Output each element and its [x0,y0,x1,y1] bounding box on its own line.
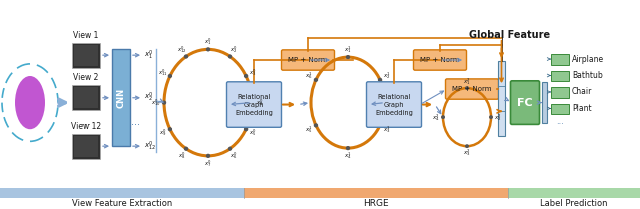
FancyBboxPatch shape [282,50,335,70]
Bar [0,188,244,198]
Circle shape [184,54,188,59]
Circle shape [378,123,382,127]
Text: ...: ... [81,117,92,127]
Circle shape [244,127,248,131]
Circle shape [228,147,232,151]
Circle shape [244,74,248,78]
Circle shape [346,146,350,150]
Text: $x^0_1$: $x^0_1$ [144,48,154,62]
Text: $x^0_{12}$: $x^0_{12}$ [177,44,187,55]
Text: $x^0_7$: $x^0_7$ [204,158,212,169]
Text: Airplane: Airplane [572,55,604,64]
Text: $x^1_3$: $x^1_3$ [383,124,391,135]
Circle shape [250,101,254,105]
Bar [551,54,569,65]
Circle shape [206,47,210,51]
Text: $x^2_4$: $x^2_4$ [432,112,440,122]
Circle shape [168,127,172,131]
Circle shape [314,123,318,127]
Circle shape [441,115,445,119]
Text: $x^0_9$: $x^0_9$ [159,128,167,139]
Text: $x^0_{12}$: $x^0_{12}$ [144,140,156,153]
Text: Global Feature: Global Feature [469,30,550,40]
Circle shape [346,55,350,59]
Bar [508,188,640,198]
Bar [498,61,505,136]
Circle shape [465,144,469,148]
Text: View 12: View 12 [71,122,101,131]
Text: $x^1_1$: $x^1_1$ [344,44,352,55]
Bar [74,135,98,157]
Bar [551,71,569,81]
Text: $x^1_2$: $x^1_2$ [383,71,391,81]
FancyBboxPatch shape [367,82,422,127]
Text: HRGE: HRGE [363,199,389,208]
Circle shape [314,78,318,82]
Text: CNN: CNN [116,88,125,108]
FancyBboxPatch shape [445,79,499,99]
Text: Relational
Graph
Embedding: Relational Graph Embedding [375,94,413,116]
Circle shape [206,154,210,158]
Text: View 1: View 1 [74,31,99,40]
Text: View 2: View 2 [74,73,99,82]
Circle shape [465,86,469,90]
Circle shape [378,78,382,82]
Bar [72,134,100,159]
Bar [551,87,569,98]
Circle shape [228,54,232,59]
Circle shape [168,74,172,78]
Bar [74,87,98,108]
Text: $x^0_8$: $x^0_8$ [178,150,186,161]
Text: $x^2_2$: $x^2_2$ [494,112,502,122]
Text: ...: ... [131,117,141,127]
FancyBboxPatch shape [227,82,282,127]
Bar [74,45,98,66]
Text: MP + Norm: MP + Norm [288,57,328,63]
Bar [551,104,569,114]
Text: $x^0_{10}$: $x^0_{10}$ [151,97,161,108]
Circle shape [489,115,493,119]
Text: $x^1_5$: $x^1_5$ [305,124,313,135]
Bar [72,43,100,68]
Text: $x^2_3$: $x^2_3$ [463,148,471,158]
Text: $x^0_5$: $x^0_5$ [249,128,257,139]
Text: FC: FC [517,98,533,108]
Ellipse shape [15,76,45,129]
Text: $x^0_1$: $x^0_1$ [204,36,212,47]
Text: MP + Norm: MP + Norm [420,57,460,63]
Text: Chair: Chair [572,87,593,97]
Text: $x^1_6$: $x^1_6$ [305,71,313,81]
FancyBboxPatch shape [413,50,467,70]
Text: Bathtub: Bathtub [572,71,603,80]
Text: View Feature Extraction: View Feature Extraction [72,199,172,208]
Text: $x^1_4$: $x^1_4$ [344,150,352,161]
FancyBboxPatch shape [511,81,540,124]
Text: $x^0_2$: $x^0_2$ [144,91,154,104]
Bar [112,49,130,146]
Text: $x^0_6$: $x^0_6$ [230,150,238,161]
Text: MP + Norm: MP + Norm [452,86,492,92]
Bar [244,188,508,198]
Text: $x^0_4$: $x^0_4$ [256,97,264,108]
Text: ...: ... [556,117,564,126]
Text: Relational
Graph
Embedding: Relational Graph Embedding [235,94,273,116]
Circle shape [162,101,166,105]
Text: $x^2_1$: $x^2_1$ [463,76,471,87]
Text: $x^0_2$: $x^0_2$ [230,44,238,55]
Bar [542,82,547,123]
Circle shape [184,147,188,151]
Text: Plant: Plant [572,104,591,113]
Text: Label Prediction: Label Prediction [540,199,608,208]
Text: $x^0_3$: $x^0_3$ [249,67,257,78]
Text: $x^0_{11}$: $x^0_{11}$ [158,67,168,78]
Bar [72,85,100,110]
